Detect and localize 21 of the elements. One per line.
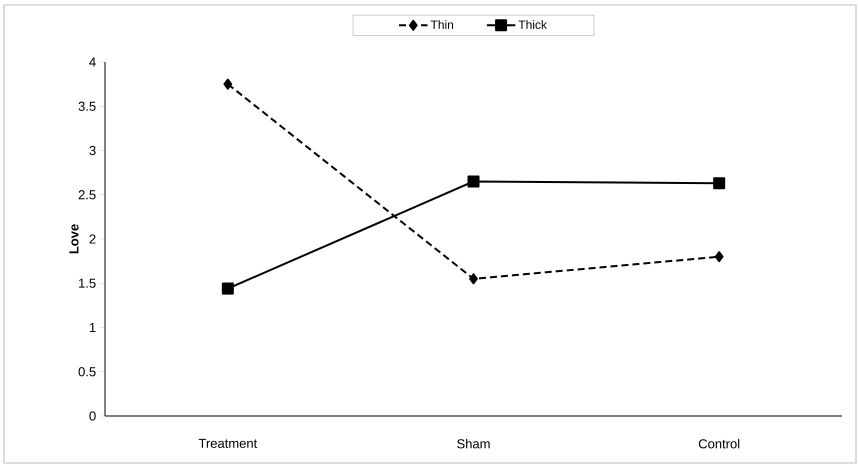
y-tick-label: 3.5 [78,102,96,111]
point [713,177,726,190]
y-tick-label: 3 [89,146,96,156]
y-tick-label: 2 [90,234,96,244]
legend-label: Thick [518,20,547,29]
y-tick-label: 2.5 [78,190,96,200]
point [714,251,724,262]
y-axis-title: Love [69,224,79,254]
y-tick-label: 4 [89,58,96,66]
point [222,282,234,295]
point [223,78,232,90]
x-tick-label: Treatment [198,438,258,448]
x-tick-label: Control [698,438,740,448]
y-tick-label: 0.5 [78,367,96,376]
point [469,273,478,284]
point [468,175,480,188]
y-tick-label: 1.5 [79,278,96,288]
y-tick-label: 0 [89,411,96,421]
y-tick-label: 1 [90,323,96,332]
legend-label: Thin [430,20,454,29]
x-tick-label: Sham [457,438,490,448]
